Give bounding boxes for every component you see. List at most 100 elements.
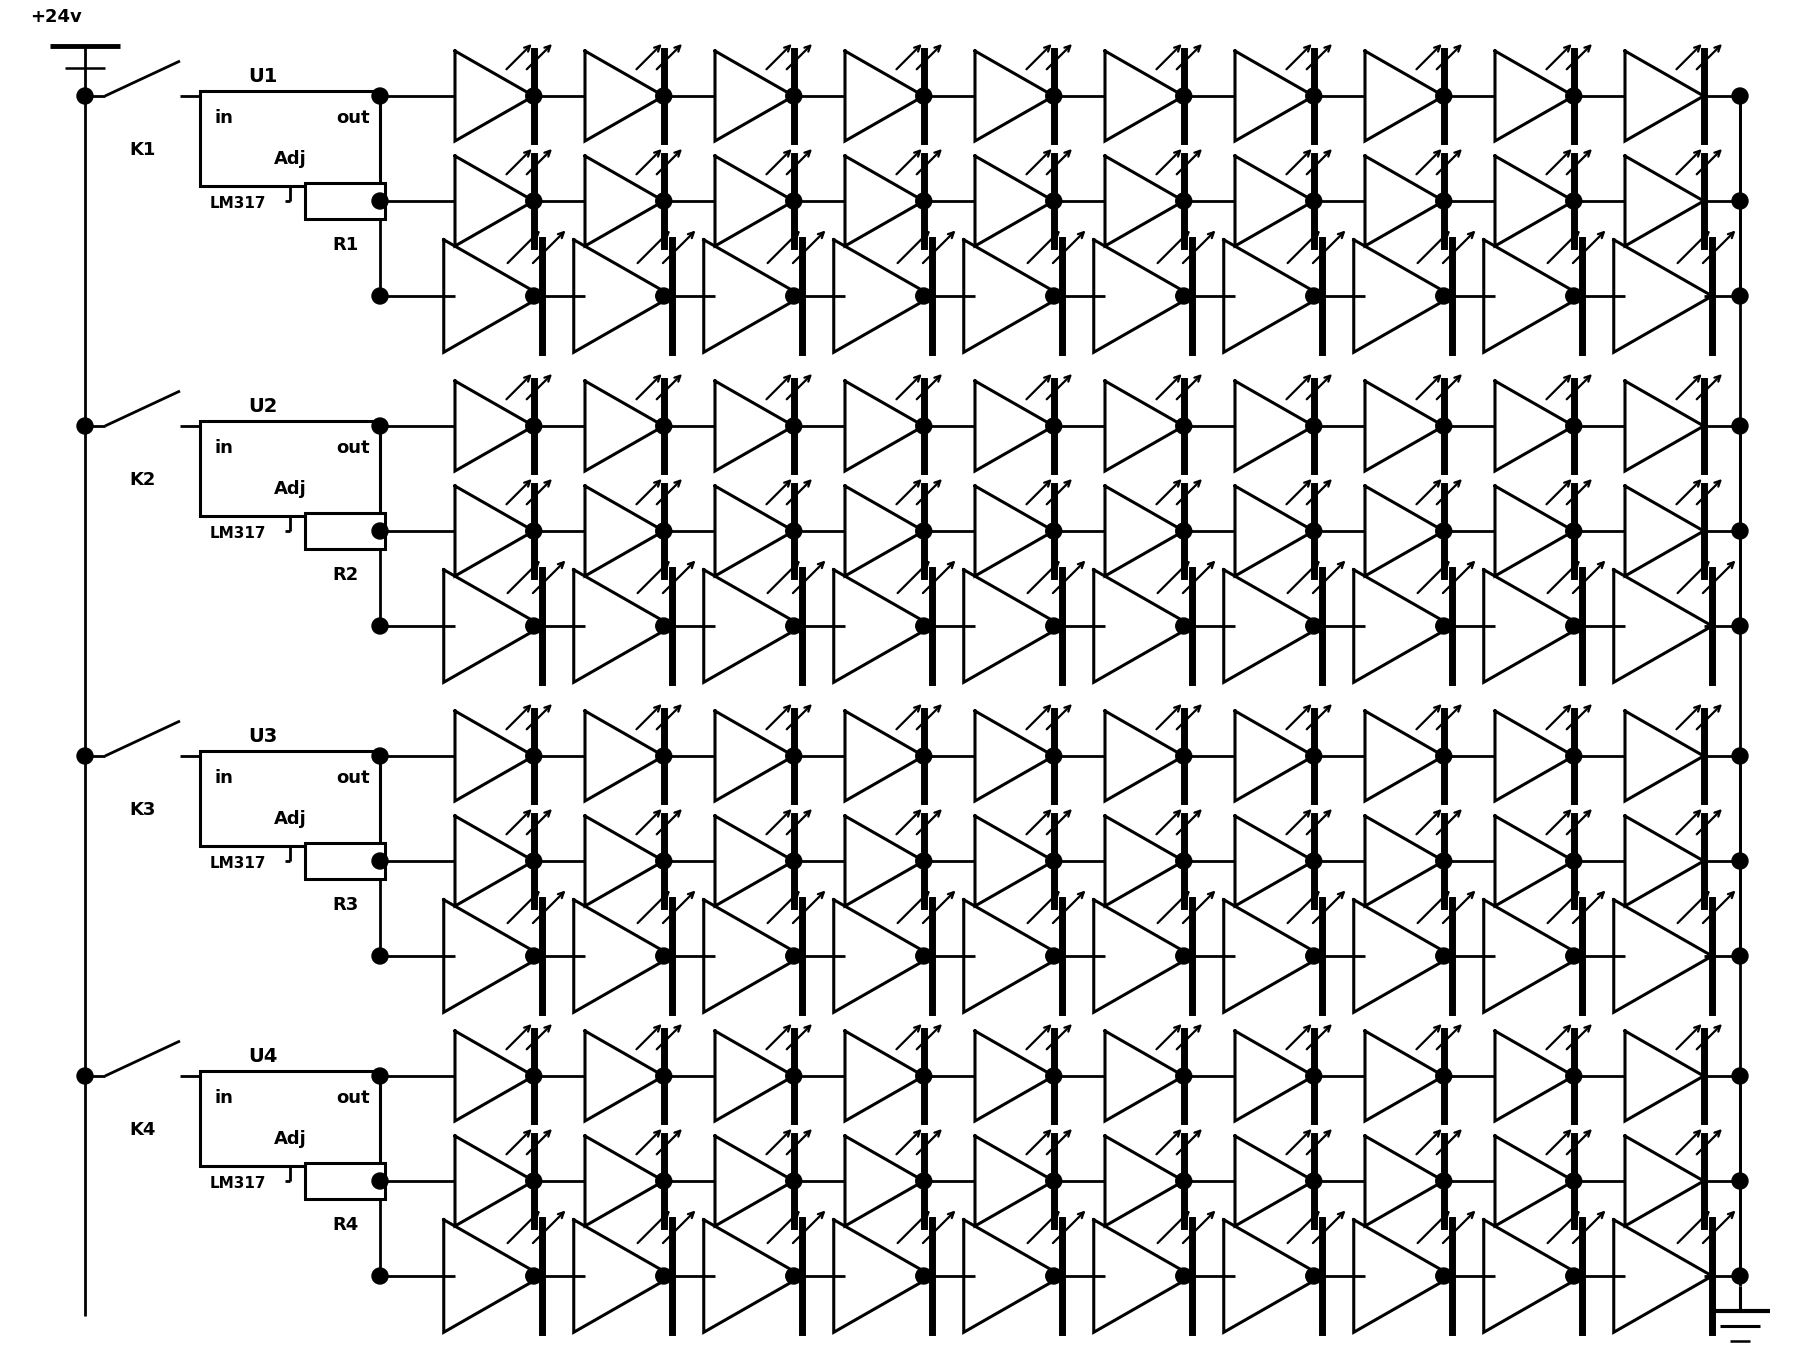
Circle shape [526,948,542,964]
Circle shape [1176,1173,1193,1189]
Circle shape [1731,418,1748,434]
Circle shape [1176,88,1193,104]
Circle shape [1566,193,1582,209]
Text: U2: U2 [248,397,278,416]
Circle shape [1435,1268,1451,1284]
Circle shape [1435,618,1451,635]
Circle shape [372,853,388,869]
Circle shape [1566,749,1582,763]
Circle shape [787,1069,801,1083]
Circle shape [1731,1069,1748,1083]
Text: R3: R3 [332,896,357,914]
Circle shape [916,618,932,635]
Circle shape [787,523,801,538]
Circle shape [916,853,932,869]
Text: K1: K1 [129,141,156,159]
Circle shape [1435,948,1451,964]
Circle shape [1176,1268,1193,1284]
Circle shape [1566,853,1582,869]
Circle shape [372,418,388,434]
Circle shape [916,418,932,434]
Circle shape [1176,1069,1193,1083]
Circle shape [77,749,93,763]
Circle shape [1176,287,1193,304]
Circle shape [656,88,672,104]
Circle shape [372,1069,388,1083]
Circle shape [526,853,542,869]
Circle shape [372,88,388,104]
Circle shape [526,88,542,104]
Circle shape [1306,618,1322,635]
Text: LM317: LM317 [210,526,266,541]
Circle shape [1731,749,1748,763]
Circle shape [1306,948,1322,964]
Circle shape [916,287,932,304]
Circle shape [1731,853,1748,869]
Text: LM317: LM317 [210,1176,266,1191]
Circle shape [1731,523,1748,538]
Circle shape [1566,287,1582,304]
Circle shape [1306,418,1322,434]
Circle shape [1176,853,1193,869]
Text: in: in [216,769,233,786]
Circle shape [656,948,672,964]
Circle shape [787,193,801,209]
Circle shape [656,1268,672,1284]
Circle shape [1045,853,1061,869]
Circle shape [787,1268,801,1284]
Circle shape [372,618,388,635]
Circle shape [1435,523,1451,538]
Circle shape [1435,88,1451,104]
Text: out: out [336,769,370,786]
Circle shape [1566,418,1582,434]
Circle shape [526,1069,542,1083]
Circle shape [916,1268,932,1284]
Circle shape [372,193,388,209]
Circle shape [1435,1173,1451,1189]
Circle shape [787,853,801,869]
Circle shape [372,523,388,538]
Text: Adj: Adj [273,811,307,829]
Circle shape [1435,193,1451,209]
Circle shape [1306,523,1322,538]
Circle shape [1045,948,1061,964]
Circle shape [526,749,542,763]
Circle shape [916,1069,932,1083]
Circle shape [656,853,672,869]
Circle shape [1176,193,1193,209]
Text: out: out [336,438,370,457]
Circle shape [1306,193,1322,209]
Circle shape [1045,287,1061,304]
Circle shape [1045,88,1061,104]
Circle shape [1566,1173,1582,1189]
Circle shape [77,418,93,434]
Circle shape [656,749,672,763]
Circle shape [1566,618,1582,635]
Bar [305,843,384,879]
Circle shape [1306,1173,1322,1189]
Circle shape [1176,948,1193,964]
Circle shape [1045,418,1061,434]
Circle shape [1566,1268,1582,1284]
Circle shape [787,287,801,304]
Circle shape [526,193,542,209]
Bar [199,91,381,186]
Text: Adj: Adj [273,151,307,168]
Circle shape [1045,749,1061,763]
Circle shape [1731,287,1748,304]
Circle shape [526,418,542,434]
Text: +24v: +24v [31,8,83,26]
Circle shape [372,1268,388,1284]
Circle shape [1566,88,1582,104]
Circle shape [77,1069,93,1083]
Text: K3: K3 [129,801,156,819]
Circle shape [916,523,932,538]
Circle shape [1731,193,1748,209]
Circle shape [787,418,801,434]
Circle shape [1435,418,1451,434]
Circle shape [916,88,932,104]
Text: R1: R1 [332,236,357,254]
Text: K2: K2 [129,471,156,490]
Text: U3: U3 [248,727,278,746]
Bar [305,183,384,220]
